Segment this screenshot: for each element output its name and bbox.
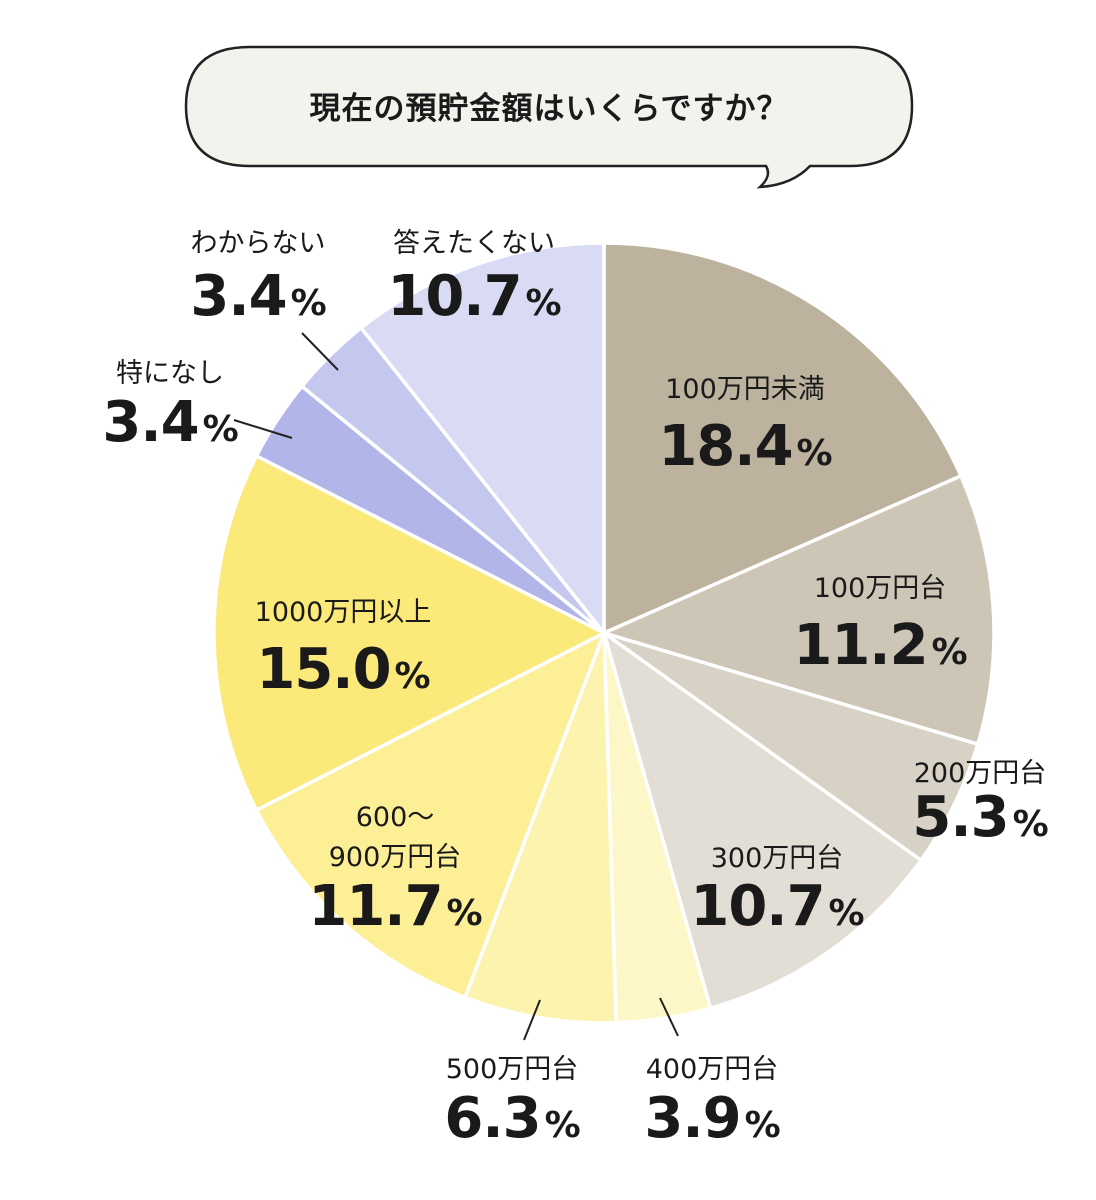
slice-label-percent: 3.4% [190, 264, 325, 329]
slice-label-percent: 10.7% [690, 874, 863, 939]
slice-label-name: 300万円台 [711, 843, 844, 874]
slice-label-percent: 10.7% [387, 264, 560, 329]
slice-label-percent: 3.9% [644, 1086, 779, 1151]
slice-label-name: 200万円台 [914, 758, 1047, 789]
pie-slice [602, 241, 964, 636]
slice-label-name: 1000万円以上 [255, 597, 432, 628]
pie-slice [254, 629, 608, 1000]
slice-label-name: わからない [191, 228, 326, 259]
title-bubble-shape [184, 45, 914, 189]
slice-label-percent: 11.7% [308, 874, 481, 939]
slice-label-percent: 3.4% [102, 390, 237, 455]
chart-title: 現在の預貯金額はいくらですか？ [309, 91, 788, 127]
leader-line [659, 997, 679, 1037]
slice-label-name: 900万円台 [329, 842, 462, 873]
pie-slices [212, 241, 996, 1025]
slice-label-percent: 15.0% [256, 637, 429, 702]
slice-label-name: 500万円台 [446, 1054, 579, 1085]
slice-label-name: 100万円未満 [665, 374, 825, 405]
pie-slice [358, 241, 606, 639]
slice-label-name: 特になし [116, 358, 224, 389]
leader-line [523, 999, 541, 1041]
slice-label-percent: 5.3% [912, 785, 1047, 850]
slice-label-percent: 18.4% [658, 414, 831, 479]
slice-label-percent: 11.2% [793, 613, 966, 678]
slice-label-name: 100万円台 [814, 573, 947, 604]
pie-slice [598, 473, 996, 747]
pie-slice [462, 632, 619, 1025]
leader-line [301, 332, 339, 371]
pie-slice [600, 628, 924, 1011]
title-bubble: 現在の預貯金額はいくらですか？ [184, 45, 914, 189]
leader-line [233, 419, 293, 439]
slice-label-name: 600～ [356, 802, 435, 833]
slice-label-name: 400万円台 [646, 1054, 779, 1085]
leader-lines [233, 332, 679, 1041]
slice-label-percent: 6.3% [444, 1086, 579, 1151]
slice-label-name: 答えたくない [393, 228, 555, 259]
pie-slice [212, 453, 608, 813]
